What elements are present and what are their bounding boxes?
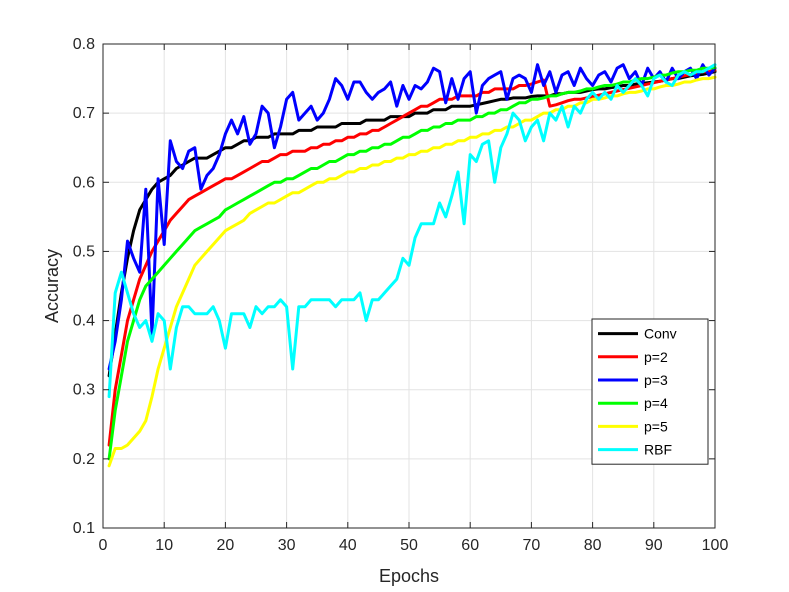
legend-label-p-4: p=4 (644, 395, 668, 411)
x-tick-label: 0 (99, 537, 108, 554)
x-tick-label: 20 (217, 537, 235, 554)
y-tick-label: 0.5 (73, 243, 95, 260)
x-tick-label: 90 (645, 537, 663, 554)
y-tick-label: 0.3 (73, 382, 95, 399)
y-axis-title: Accuracy (42, 249, 62, 323)
legend-label-p-2: p=2 (644, 349, 668, 365)
x-tick-label: 70 (523, 537, 541, 554)
series-lines (107, 63, 717, 468)
x-tick-label: 40 (339, 537, 357, 554)
x-axis-title: Epochs (379, 566, 439, 586)
legend-box (591, 318, 709, 465)
legend-label-rbf: RBF (644, 442, 672, 458)
x-tick-label: 100 (702, 537, 729, 554)
y-tick-label: 0.4 (73, 313, 95, 330)
axis-ticks (102, 43, 716, 529)
legend-label-p-3: p=3 (644, 372, 668, 388)
x-tick-label: 10 (155, 537, 173, 554)
y-tick-label: 0.6 (73, 174, 95, 191)
legend-label-conv: Conv (644, 326, 677, 342)
x-tick-label: 60 (461, 537, 479, 554)
y-tick-label: 0.2 (73, 451, 95, 468)
series-line-p-3 (107, 63, 717, 371)
y-tick-label: 0.8 (73, 36, 95, 53)
x-tick-label: 50 (400, 537, 418, 554)
series-line-rbf (107, 63, 717, 399)
y-tick-label: 0.7 (73, 105, 95, 122)
x-tick-label: 80 (584, 537, 602, 554)
y-tick-label: 0.1 (73, 520, 95, 537)
series-line-p-4 (107, 66, 717, 461)
x-tick-label: 30 (278, 537, 296, 554)
legend: Conv p=2 p=3 p=4 p=5 RBF (591, 318, 709, 465)
legend-label-p-5: p=5 (644, 418, 668, 434)
tick-labels: 0 10 20 30 40 50 60 70 80 90 100 0.1 0.2 0.3 0.4 0.5 0.6… (73, 36, 729, 554)
series-line-conv (107, 70, 717, 378)
